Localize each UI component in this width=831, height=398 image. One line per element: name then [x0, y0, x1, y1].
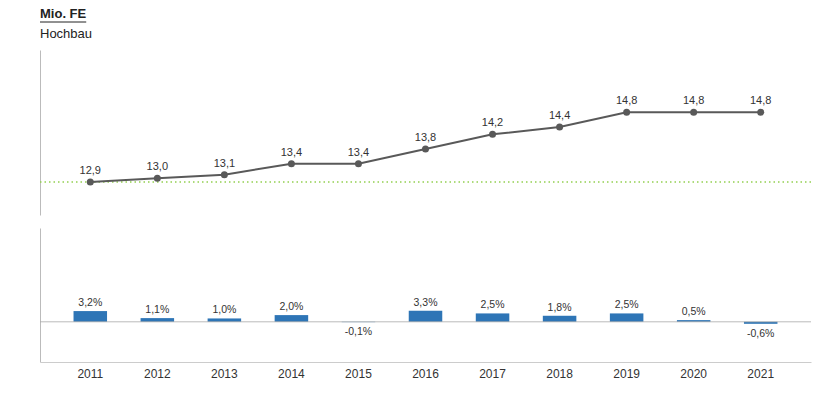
x-tick: 2018 — [546, 362, 573, 381]
data-label: 14,8 — [750, 94, 771, 106]
bar — [275, 315, 309, 322]
x-tick-label: 2017 — [479, 367, 506, 381]
data-label: 13,1 — [214, 157, 235, 169]
x-tick-label: 2021 — [747, 367, 774, 381]
marker — [422, 146, 429, 153]
reference-line — [40, 181, 811, 183]
data-label: 3,3% — [414, 296, 438, 308]
x-tick-label: 2018 — [546, 367, 573, 381]
x-tick: 2016 — [412, 362, 439, 381]
data-label: 1,0% — [212, 303, 236, 315]
x-tick-label: 2015 — [345, 367, 372, 381]
y-axis — [40, 229, 41, 363]
chart: 12,9 13,0 13,1 13,4 13,4 13,8 14,2 14,4 14,8 14,8… — [0, 0, 831, 398]
data-label: 0,5% — [682, 305, 706, 317]
marker — [623, 109, 630, 116]
x-tick-label: 2014 — [278, 367, 305, 381]
data-labels: 3,2% 1,1% 1,0% 2,0% -0,1% 3,3% 2,5% 1,8% 2,5% 0,5… — [78, 296, 774, 339]
marker — [221, 171, 228, 178]
x-tick: 2019 — [613, 362, 640, 381]
title-underline — [40, 22, 86, 23]
marker — [154, 175, 161, 182]
bar — [74, 311, 108, 322]
x-tick: 2014 — [278, 362, 305, 381]
data-label: 2,0% — [279, 300, 303, 312]
marker — [288, 160, 295, 167]
x-tick: 2013 — [211, 362, 238, 381]
x-tick-label: 2012 — [144, 367, 171, 381]
data-label: 2,5% — [615, 298, 639, 310]
bar — [141, 318, 175, 322]
data-label: 1,8% — [548, 301, 572, 313]
x-tick-label: 2016 — [412, 367, 439, 381]
x-tick: 2015 — [345, 362, 372, 381]
data-label: 14,2 — [482, 116, 503, 128]
data-label: 14,8 — [616, 94, 637, 106]
bar — [543, 316, 577, 322]
x-tick: 2021 — [747, 362, 774, 381]
x-axis-line — [41, 362, 812, 363]
data-label: 3,2% — [78, 296, 102, 308]
marker — [690, 109, 697, 116]
line — [90, 112, 760, 182]
data-label: 2,5% — [481, 298, 505, 310]
x-tick-label: 2013 — [211, 367, 238, 381]
baseline — [40, 321, 811, 322]
data-labels: 12,9 13,0 13,1 13,4 13,4 13,8 14,2 14,4 14,8 14,8… — [80, 94, 772, 176]
marker — [355, 160, 362, 167]
data-label: -0,1% — [345, 325, 372, 337]
x-tick: 2017 — [479, 362, 506, 381]
x-tick-label: 2020 — [680, 367, 707, 381]
marker — [757, 109, 764, 116]
subtitle: Hochbau — [40, 26, 92, 41]
data-label: 13,0 — [147, 160, 168, 172]
x-axis: 2011 2012 2013 2014 2015 2016 2017 2018 2019 2020… — [41, 362, 812, 381]
title: Mio. FE — [40, 6, 87, 21]
data-label: 13,8 — [415, 131, 436, 143]
y-axis — [40, 51, 41, 216]
data-label: -0,6% — [747, 327, 774, 339]
x-tick: 2012 — [144, 362, 171, 381]
bar — [208, 318, 242, 321]
data-label: 1,1% — [145, 303, 169, 315]
y-axis-line — [40, 51, 41, 216]
marker — [87, 179, 94, 186]
bar — [610, 313, 644, 321]
x-tick: 2011 — [77, 362, 103, 381]
data-label: 13,4 — [281, 146, 302, 158]
bar — [476, 313, 510, 321]
y-axis-line — [40, 229, 41, 363]
x-tick-label: 2011 — [77, 367, 103, 381]
data-label: 14,8 — [683, 94, 704, 106]
marker — [489, 131, 496, 138]
x-tick: 2020 — [680, 362, 707, 381]
marker — [556, 124, 563, 131]
data-label: 14,4 — [549, 109, 570, 121]
x-tick-label: 2019 — [613, 367, 640, 381]
data-label: 13,4 — [348, 146, 369, 158]
bar — [409, 311, 443, 322]
plot-area — [40, 109, 811, 186]
data-label: 12,9 — [80, 164, 101, 176]
